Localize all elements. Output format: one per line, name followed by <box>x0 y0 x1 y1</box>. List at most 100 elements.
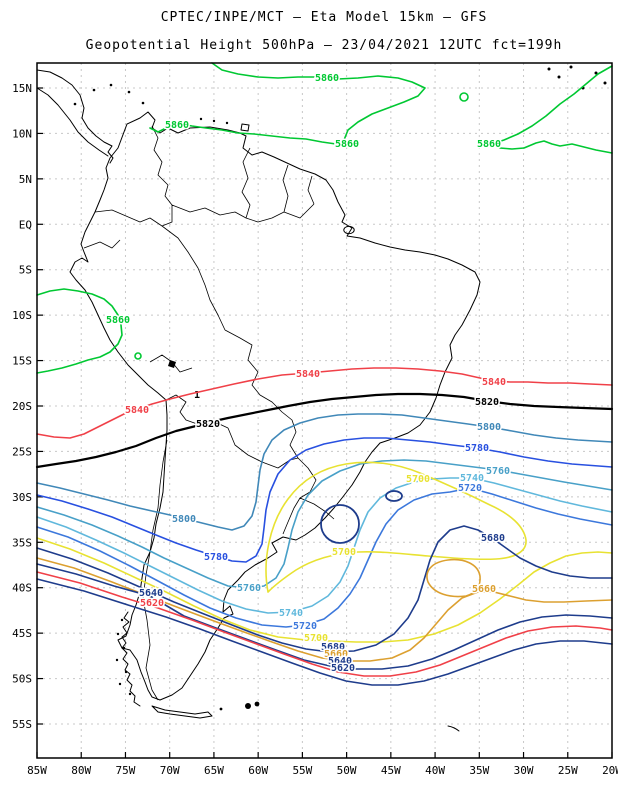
contour-value-label: 5620 <box>331 663 355 674</box>
contour-value-label: 5660 <box>472 584 496 595</box>
contour-value-label: 5860 <box>106 315 130 326</box>
lat-label: 15N <box>12 82 32 95</box>
contour-value-label: 5760 <box>486 466 510 477</box>
lat-label: 45S <box>12 627 32 640</box>
contour-value-label: 5740 <box>460 473 484 484</box>
contour-5640 <box>36 563 613 670</box>
contour-5860-northeast <box>491 65 613 154</box>
contour-value-label: 5840 <box>296 369 320 380</box>
contour-value-label: 5860 <box>165 120 189 131</box>
contour-value-label: 5640 <box>328 656 352 667</box>
contour-5720 <box>36 487 613 628</box>
contour-5660-loop <box>426 558 481 598</box>
lat-label: 35S <box>12 536 32 549</box>
coastline-south-america <box>69 111 481 701</box>
contour-value-label: 5700 <box>332 547 356 558</box>
contour-5860-peru <box>36 288 123 374</box>
lat-label: 40S <box>12 582 32 595</box>
contour-value-label: 5680 <box>321 642 345 653</box>
coastline-tierra-del-fuego <box>151 705 213 719</box>
contour-5840 <box>36 367 613 439</box>
contour-5780 <box>36 437 613 563</box>
contour-value-label: 5720 <box>293 621 317 632</box>
contour-value-label: 5740 <box>279 608 303 619</box>
contour-5700-loop <box>265 461 527 593</box>
lat-label: 5N <box>19 173 32 186</box>
contour-value-label: 5860 <box>335 139 359 150</box>
lon-label: 85W <box>27 764 47 777</box>
geography-layer: 1 <box>36 65 607 732</box>
contour-layer <box>35 62 614 686</box>
contour-value-label: 5820 <box>196 419 220 430</box>
contour-value-label: 5800 <box>172 514 196 525</box>
contour-value-label: 5720 <box>458 483 482 494</box>
contour-5660 <box>36 557 613 662</box>
contour-5860-dot <box>134 352 142 360</box>
lat-label: 5S <box>19 264 32 277</box>
contour-5760 <box>36 459 613 589</box>
lat-label: EQ <box>19 218 32 231</box>
lon-label: 70W <box>160 764 180 777</box>
contour-5620 <box>36 571 613 677</box>
contour-value-label: 5760 <box>237 583 261 594</box>
contour-value-label: 5820 <box>475 397 499 408</box>
contour-label-layer: 5860 5860 5860 5860 5860 5840 5840 5840 5820 5820… <box>104 72 511 676</box>
contour-5800 <box>36 413 613 531</box>
contour-low-center-ring <box>320 504 360 544</box>
chilean-archipelago <box>121 611 141 707</box>
lat-label: 55S <box>12 718 32 731</box>
lon-label: 55W <box>292 764 312 777</box>
island-trinidad <box>240 123 250 132</box>
contour-value-label: 5640 <box>139 588 163 599</box>
lat-label: 15S <box>12 355 32 368</box>
lat-label: 25S <box>12 445 32 458</box>
contour-value-label: 5680 <box>481 533 505 544</box>
grid-layer <box>37 63 612 758</box>
lon-label: 35W <box>469 764 489 777</box>
contour-value-label: 5840 <box>125 405 149 416</box>
contour-value-label: 5800 <box>477 422 501 433</box>
coastline-central-america <box>36 69 114 164</box>
contour-5860-north <box>149 62 426 145</box>
lon-label: 75W <box>116 764 136 777</box>
lon-label: 30W <box>514 764 534 777</box>
contour-low-small-oval <box>385 490 403 502</box>
lat-label: 20S <box>12 400 32 413</box>
lon-label: 25W <box>558 764 578 777</box>
lon-label: 45W <box>381 764 401 777</box>
lat-label: 30S <box>12 491 32 504</box>
contour-value-label: 5860 <box>315 73 339 84</box>
lat-label: 50S <box>12 673 32 686</box>
contour-value-label: 5700 <box>406 474 430 485</box>
lon-label: 60W <box>248 764 268 777</box>
lon-label: 20W <box>602 764 618 777</box>
contour-5820 <box>35 392 614 469</box>
axis-label-layer: 15N 10N 5N EQ 5S 10S 15S 20S 25S 30S 35S 40S 45S 50S 5… <box>12 82 618 777</box>
contour-5860-islet <box>459 92 469 102</box>
lon-label: 40W <box>425 764 445 777</box>
contour-value-label: 5620 <box>140 598 164 609</box>
contour-5680 <box>36 525 613 653</box>
lat-label: 10N <box>12 127 32 140</box>
contour-value-label: 5840 <box>482 377 506 388</box>
lon-label: 65W <box>204 764 224 777</box>
high-center-mark: 1 <box>194 390 200 401</box>
lon-label: 80W <box>71 764 91 777</box>
contour-value-label: 5700 <box>304 633 328 644</box>
island-south-georgia <box>447 725 460 732</box>
lat-label: 10S <box>12 309 32 322</box>
contour-value-label: 5860 <box>477 139 501 150</box>
map-title-line2: Geopotential Height 500hPa – 23/04/2021 … <box>86 38 563 53</box>
contour-value-label: 5780 <box>204 552 228 563</box>
map-title-line1: CPTEC/INPE/MCT – Eta Model 15km – GFS <box>161 10 488 25</box>
map-frame <box>36 62 613 759</box>
contour-5600 <box>36 578 613 686</box>
contour-value-label: 5780 <box>465 443 489 454</box>
contour-value-label: 5660 <box>324 649 348 660</box>
lon-label: 50W <box>337 764 357 777</box>
contour-5740 <box>36 477 613 614</box>
island-marajo <box>343 225 355 235</box>
islands <box>73 65 607 711</box>
